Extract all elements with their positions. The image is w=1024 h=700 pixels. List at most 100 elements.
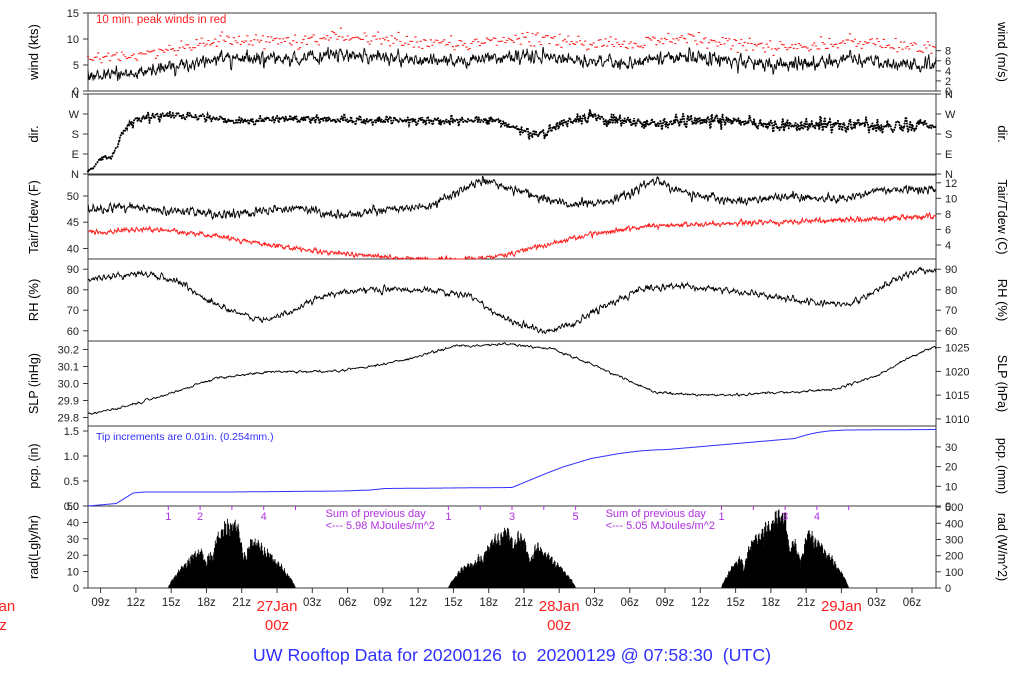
svg-text:Sum of previous day: Sum of previous day bbox=[606, 508, 707, 520]
svg-text:03z: 03z bbox=[303, 597, 322, 609]
svg-text:100: 100 bbox=[945, 567, 963, 579]
svg-text:Tip increments are 0.01in. (0.: Tip increments are 0.01in. (0.254mm.) bbox=[96, 431, 274, 443]
svg-text:29.8: 29.8 bbox=[58, 413, 79, 425]
svg-text:10 min. peak winds in red: 10 min. peak winds in red bbox=[96, 14, 226, 26]
svg-text:4: 4 bbox=[814, 511, 820, 523]
svg-text:UW Rooftop Data for 20200126: UW Rooftop Data for 20200126 to 20200129… bbox=[253, 645, 771, 665]
svg-text:00z: 00z bbox=[265, 617, 289, 634]
svg-text:1020: 1020 bbox=[945, 366, 969, 378]
svg-text:80: 80 bbox=[945, 285, 957, 297]
svg-text:90: 90 bbox=[67, 264, 79, 276]
svg-text:15z: 15z bbox=[162, 597, 181, 609]
svg-text:300: 300 bbox=[945, 535, 963, 547]
svg-text:45: 45 bbox=[67, 217, 79, 229]
svg-text:20: 20 bbox=[945, 462, 957, 474]
svg-text:30: 30 bbox=[945, 442, 957, 454]
svg-text:pcp. (mm): pcp. (mm) bbox=[995, 438, 1009, 494]
svg-text:8: 8 bbox=[945, 46, 951, 58]
svg-text:N: N bbox=[71, 89, 79, 101]
svg-text:09z: 09z bbox=[91, 597, 110, 609]
svg-text:dir.: dir. bbox=[26, 125, 41, 142]
svg-text:50: 50 bbox=[67, 501, 79, 513]
svg-text:0.5: 0.5 bbox=[64, 476, 79, 488]
svg-text:3: 3 bbox=[509, 511, 515, 523]
svg-text:200: 200 bbox=[945, 551, 963, 563]
svg-text:29.9: 29.9 bbox=[58, 396, 79, 408]
svg-text:<--- 5.05 MJoules/m^2: <--- 5.05 MJoules/m^2 bbox=[606, 520, 715, 532]
svg-text:0: 0 bbox=[73, 583, 79, 595]
svg-text:40: 40 bbox=[67, 244, 79, 256]
svg-text:W: W bbox=[945, 109, 956, 121]
svg-text:18z: 18z bbox=[762, 597, 781, 609]
svg-text:E: E bbox=[72, 149, 79, 161]
svg-text:21z: 21z bbox=[515, 597, 534, 609]
svg-text:8: 8 bbox=[945, 209, 951, 221]
svg-text:4: 4 bbox=[261, 511, 267, 523]
svg-text:28Jan: 28Jan bbox=[539, 598, 580, 615]
svg-text:09z: 09z bbox=[374, 597, 393, 609]
svg-text:1010: 1010 bbox=[945, 414, 969, 426]
svg-text:26Jan: 26Jan bbox=[0, 598, 15, 615]
svg-text:400: 400 bbox=[945, 518, 963, 530]
svg-text:03z: 03z bbox=[585, 597, 604, 609]
svg-text:Tair/Tdew (F): Tair/Tdew (F) bbox=[27, 180, 41, 254]
svg-text:15z: 15z bbox=[444, 597, 463, 609]
svg-text:S: S bbox=[72, 129, 79, 141]
svg-text:21z: 21z bbox=[232, 597, 251, 609]
svg-text:1: 1 bbox=[718, 511, 724, 523]
svg-text:1.5: 1.5 bbox=[64, 426, 79, 438]
svg-text:500: 500 bbox=[945, 502, 963, 514]
svg-text:<--- 5.98 MJoules/m^2: <--- 5.98 MJoules/m^2 bbox=[326, 520, 435, 532]
svg-text:SLP (inHg): SLP (inHg) bbox=[27, 353, 41, 414]
svg-text:60: 60 bbox=[945, 326, 957, 338]
svg-text:6: 6 bbox=[945, 224, 951, 236]
svg-text:30.0: 30.0 bbox=[58, 379, 79, 391]
svg-text:RH (%): RH (%) bbox=[26, 279, 41, 322]
svg-text:E: E bbox=[945, 149, 952, 161]
svg-text:00z: 00z bbox=[547, 617, 571, 634]
svg-text:21z: 21z bbox=[797, 597, 816, 609]
svg-text:1: 1 bbox=[445, 511, 451, 523]
svg-text:15z: 15z bbox=[726, 597, 745, 609]
svg-text:1015: 1015 bbox=[945, 390, 969, 402]
svg-text:rad (W/m^2): rad (W/m^2) bbox=[995, 513, 1009, 581]
svg-text:12z: 12z bbox=[691, 597, 710, 609]
svg-text:20: 20 bbox=[67, 550, 79, 562]
svg-text:5: 5 bbox=[73, 60, 79, 72]
svg-text:12z: 12z bbox=[409, 597, 428, 609]
svg-text:70: 70 bbox=[945, 305, 957, 317]
svg-text:29Jan: 29Jan bbox=[821, 598, 862, 615]
svg-text:10: 10 bbox=[67, 34, 79, 46]
svg-text:18z: 18z bbox=[479, 597, 498, 609]
svg-text:06z: 06z bbox=[338, 597, 357, 609]
svg-text:27Jan: 27Jan bbox=[257, 598, 298, 615]
svg-text:30.1: 30.1 bbox=[58, 362, 79, 374]
svg-text:15: 15 bbox=[67, 8, 79, 20]
svg-text:2: 2 bbox=[197, 511, 203, 523]
svg-text:rad(Lgly/hr): rad(Lgly/hr) bbox=[27, 515, 41, 579]
svg-text:30: 30 bbox=[67, 534, 79, 546]
svg-text:pcp. (in): pcp. (in) bbox=[27, 443, 41, 488]
svg-text:12z: 12z bbox=[127, 597, 146, 609]
svg-text:80: 80 bbox=[67, 285, 79, 297]
svg-text:Sum of previous day: Sum of previous day bbox=[326, 508, 427, 520]
svg-text:50: 50 bbox=[67, 191, 79, 203]
svg-text:1: 1 bbox=[165, 511, 171, 523]
svg-text:S: S bbox=[945, 129, 952, 141]
svg-text:N: N bbox=[71, 169, 79, 181]
svg-text:00z: 00z bbox=[829, 617, 853, 634]
svg-text:RH (%): RH (%) bbox=[995, 279, 1010, 322]
svg-text:1025: 1025 bbox=[945, 343, 969, 355]
svg-text:4: 4 bbox=[945, 240, 951, 252]
svg-text:90: 90 bbox=[945, 264, 957, 276]
svg-text:09z: 09z bbox=[656, 597, 675, 609]
svg-text:N: N bbox=[945, 89, 953, 101]
svg-text:Tair/Tdew (C): Tair/Tdew (C) bbox=[995, 179, 1009, 254]
svg-text:18z: 18z bbox=[197, 597, 216, 609]
svg-text:40: 40 bbox=[67, 517, 79, 529]
svg-text:0: 0 bbox=[945, 583, 951, 595]
svg-text:00z: 00z bbox=[0, 617, 7, 634]
svg-text:5: 5 bbox=[573, 511, 579, 523]
svg-text:10: 10 bbox=[67, 567, 79, 579]
svg-text:12: 12 bbox=[945, 178, 957, 190]
